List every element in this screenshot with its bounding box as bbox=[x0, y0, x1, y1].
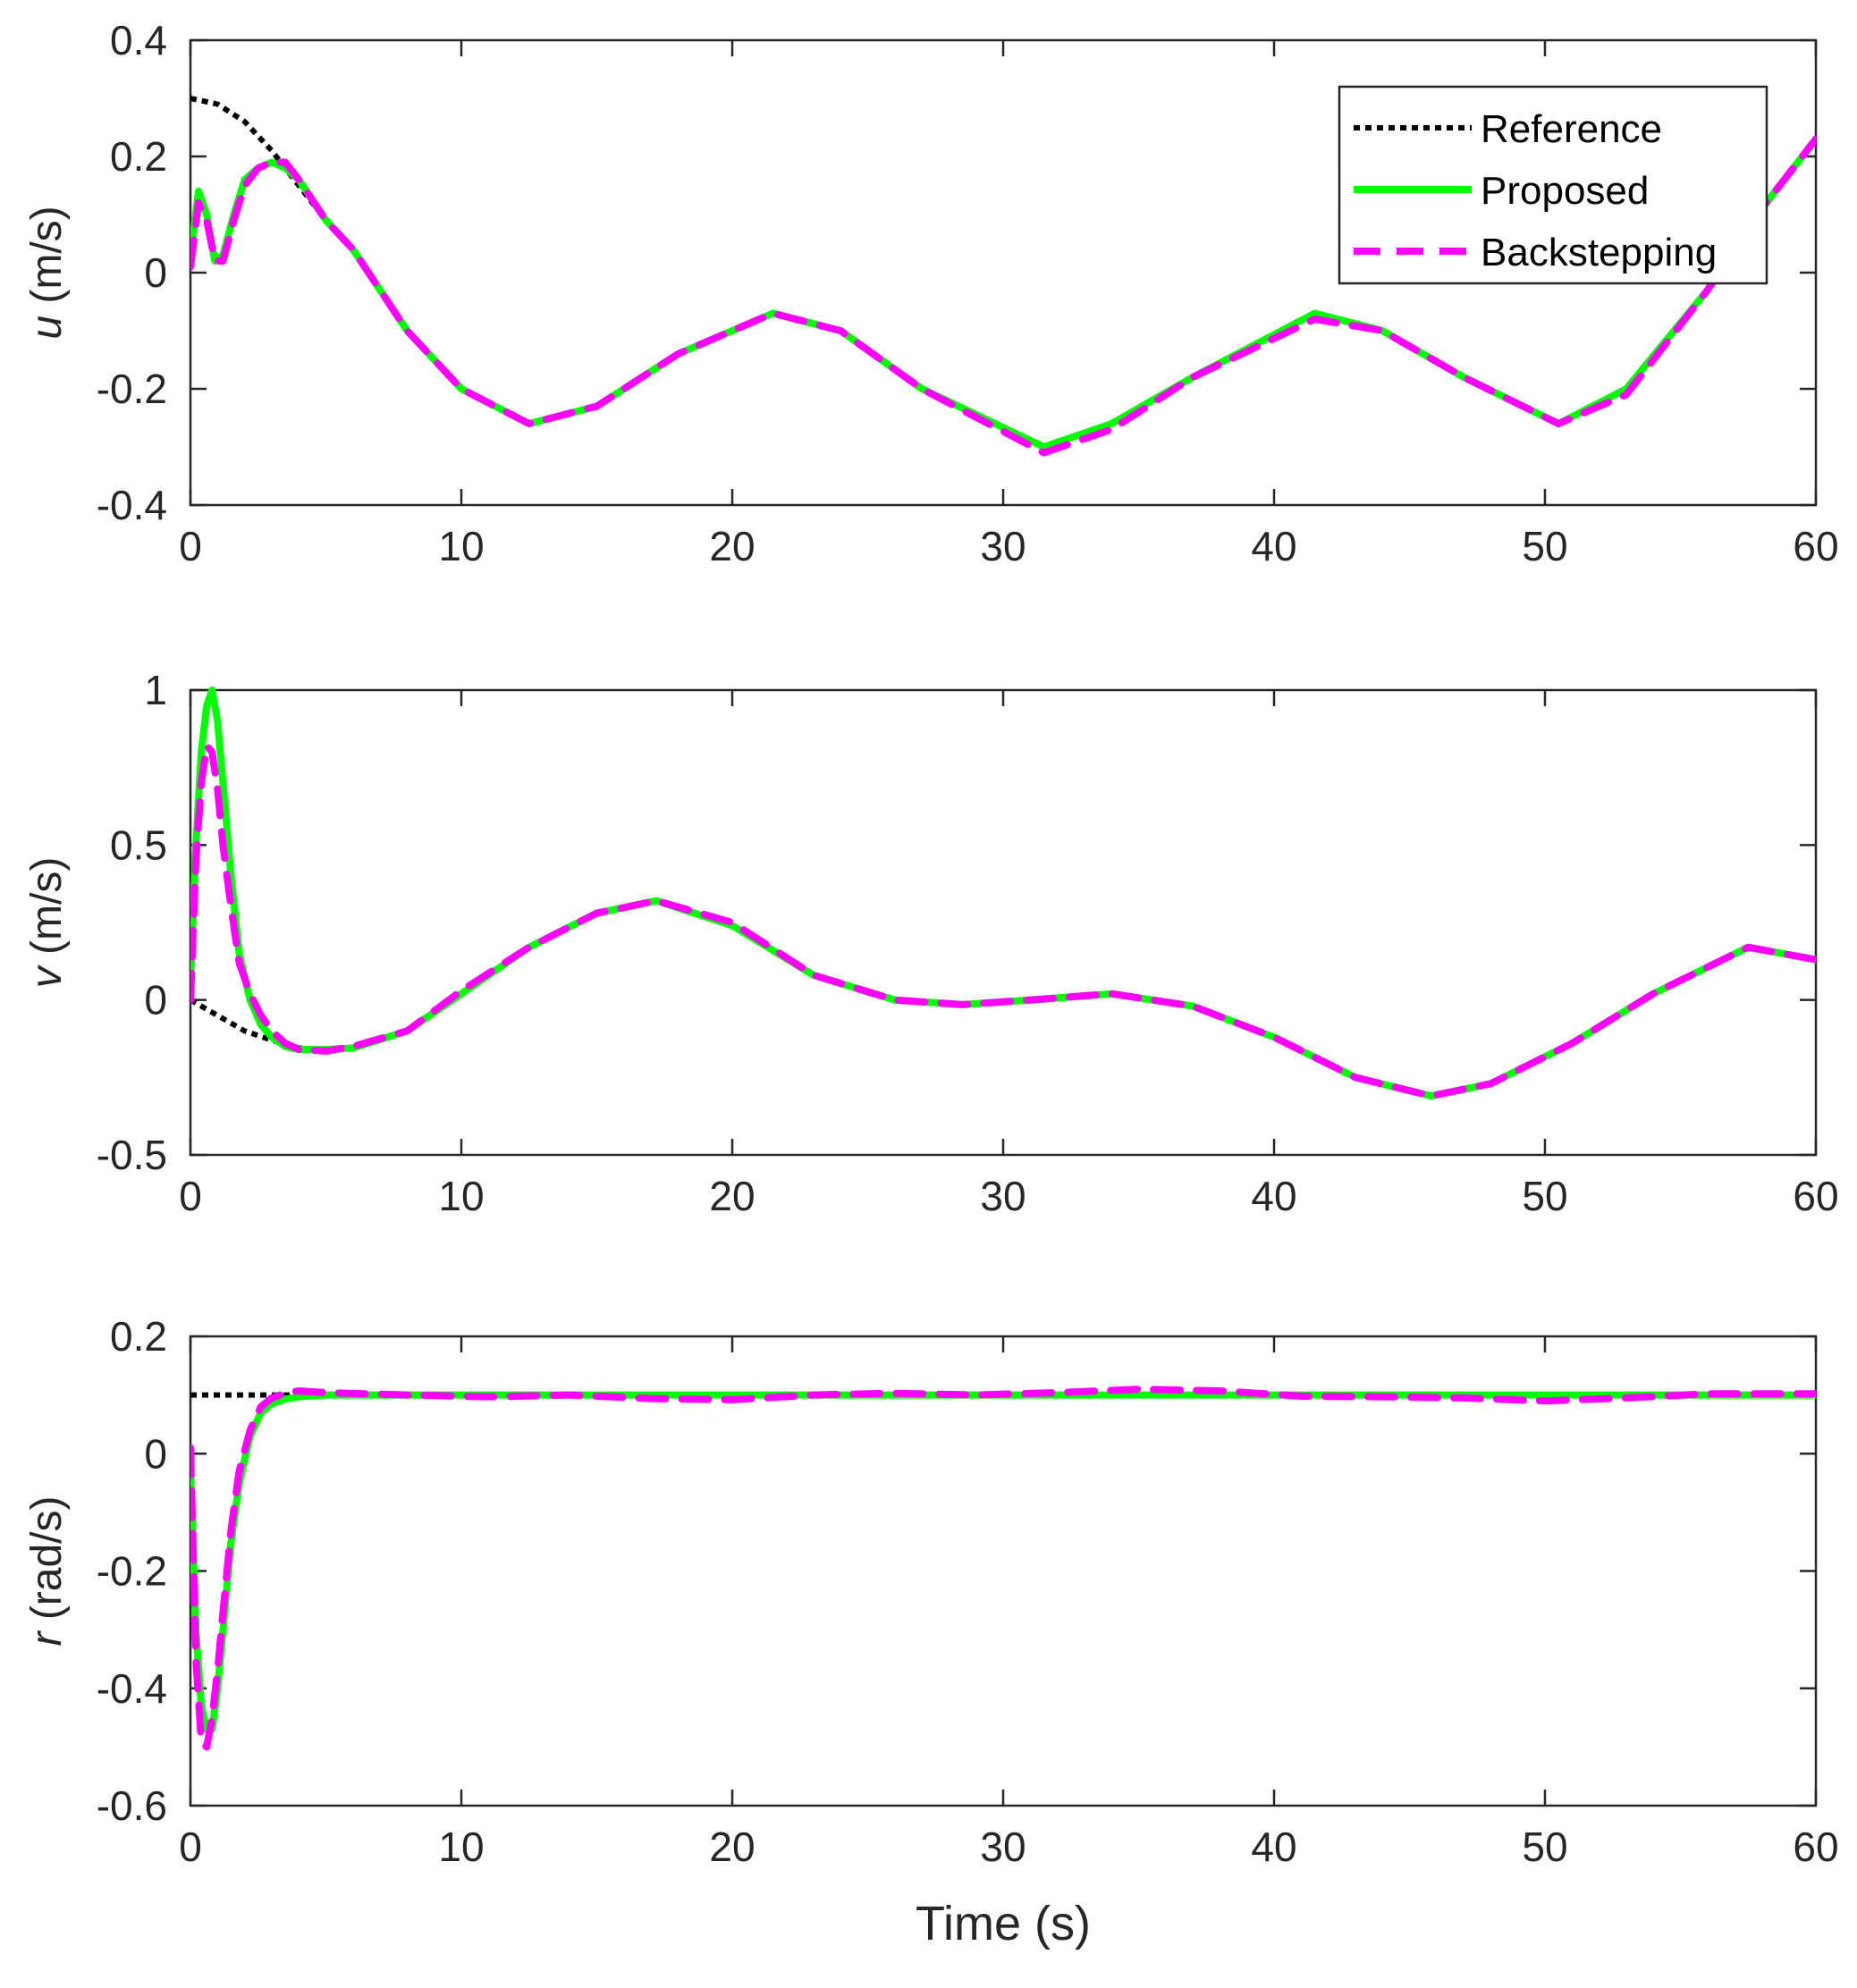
y-tick-label: -0.2 bbox=[97, 1548, 167, 1595]
x-tick-label: 0 bbox=[179, 1173, 202, 1219]
y-axis-label-units: (rad/s) bbox=[23, 1496, 71, 1632]
y-tick-label: -0.6 bbox=[97, 1782, 167, 1829]
y-tick-label: 0 bbox=[144, 249, 167, 296]
series-group bbox=[190, 687, 1816, 1100]
x-axis-label: Time (s) bbox=[916, 1897, 1091, 1950]
series-line-backstepping bbox=[190, 1386, 1816, 1751]
legend-label-reference: Reference bbox=[1481, 107, 1662, 151]
x-tick-label: 30 bbox=[980, 1824, 1026, 1870]
legend-label-backstepping: Backstepping bbox=[1481, 231, 1717, 274]
y-tick-label: 0.2 bbox=[110, 1313, 167, 1360]
x-tick-label: 50 bbox=[1522, 1173, 1567, 1219]
x-tick-label: 30 bbox=[980, 523, 1026, 569]
y-tick-label: 0.5 bbox=[110, 821, 167, 868]
series-group bbox=[190, 1386, 1816, 1751]
x-tick-label: 20 bbox=[709, 1824, 755, 1870]
y-tick-label: -0.5 bbox=[97, 1132, 167, 1178]
y-axis-label: r (rad/s) bbox=[23, 1496, 71, 1647]
x-tick-label: 60 bbox=[1793, 1173, 1838, 1219]
y-axis-label-units: (m/s) bbox=[23, 206, 71, 316]
y-tick-label: 0 bbox=[144, 977, 167, 1023]
y-axis-label-variable: u bbox=[23, 316, 71, 340]
x-tick-label: 20 bbox=[709, 523, 755, 569]
x-tick-label: 0 bbox=[179, 1824, 202, 1870]
subplot-2: 0 10 20 30 40 50 60 -0.5 0 0.5 1 v (m/s) bbox=[23, 667, 1839, 1219]
x-tick-label: 10 bbox=[438, 1824, 484, 1870]
x-tick-label: 50 bbox=[1522, 523, 1567, 569]
y-tick-label: -0.4 bbox=[97, 1665, 167, 1712]
legend-label-proposed: Proposed bbox=[1481, 169, 1649, 213]
x-tick-label: 40 bbox=[1251, 1173, 1296, 1219]
y-tick-label: 0.2 bbox=[110, 133, 167, 180]
x-tick-label: 60 bbox=[1793, 1824, 1838, 1870]
y-tick-label: -0.2 bbox=[97, 366, 167, 412]
x-tick-label: 0 bbox=[179, 523, 202, 569]
y-axis-label-units: (m/s) bbox=[23, 857, 71, 967]
x-tick-label: 50 bbox=[1522, 1824, 1567, 1870]
subplot-1: 0 10 20 30 40 50 60 -0.4 -0.2 0 0.2 0.4 u (m/s) Refer… bbox=[23, 17, 1839, 569]
y-tick-label: -0.4 bbox=[97, 482, 167, 528]
y-axis-label-variable: r bbox=[23, 1630, 71, 1647]
x-tick-label: 10 bbox=[438, 523, 484, 569]
y-tick-label: 1 bbox=[144, 667, 167, 713]
y-axis-label: u (m/s) bbox=[23, 206, 71, 339]
y-tick-label: 0.4 bbox=[110, 17, 167, 63]
legend: Reference Proposed Backstepping bbox=[1338, 85, 1768, 285]
series-line-backstepping bbox=[190, 135, 1816, 457]
y-tick-label: 0 bbox=[144, 1430, 167, 1477]
x-tick-label: 30 bbox=[980, 1173, 1026, 1219]
y-axis-label-variable: v bbox=[23, 964, 71, 988]
series-group bbox=[190, 96, 1816, 457]
x-tick-label: 40 bbox=[1251, 523, 1296, 569]
x-tick-label: 20 bbox=[709, 1173, 755, 1219]
x-tick-label: 10 bbox=[438, 1173, 484, 1219]
subplot-3: 0 10 20 30 40 50 60 -0.6 -0.4 -0.2 0 0.2 r (rad/s) Ti… bbox=[23, 1313, 1839, 1950]
x-tick-label: 40 bbox=[1251, 1824, 1296, 1870]
series-line-backstepping bbox=[190, 742, 1816, 1100]
y-axis-label: v (m/s) bbox=[23, 857, 71, 989]
x-tick-label: 60 bbox=[1793, 523, 1838, 569]
